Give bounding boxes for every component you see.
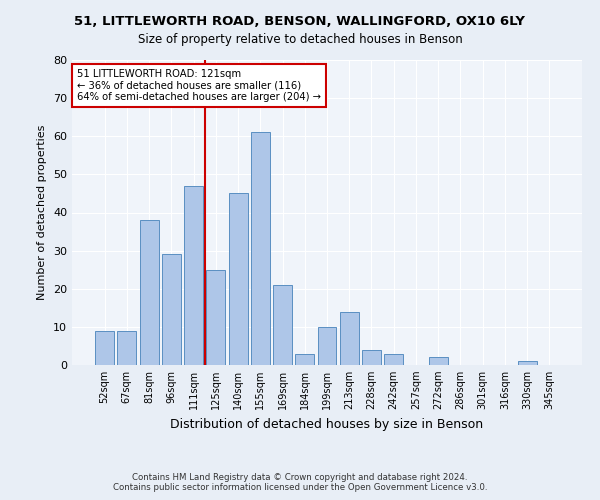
Bar <box>295 354 314 365</box>
Bar <box>184 186 203 365</box>
Bar <box>118 330 136 365</box>
Text: Size of property relative to detached houses in Benson: Size of property relative to detached ho… <box>137 32 463 46</box>
Text: Contains HM Land Registry data © Crown copyright and database right 2024.
Contai: Contains HM Land Registry data © Crown c… <box>113 473 487 492</box>
Bar <box>229 194 248 365</box>
Bar <box>140 220 158 365</box>
Bar <box>317 327 337 365</box>
Bar <box>206 270 225 365</box>
Bar <box>95 330 114 365</box>
Bar <box>429 358 448 365</box>
Y-axis label: Number of detached properties: Number of detached properties <box>37 125 47 300</box>
Bar <box>362 350 381 365</box>
Text: 51 LITTLEWORTH ROAD: 121sqm
← 36% of detached houses are smaller (116)
64% of se: 51 LITTLEWORTH ROAD: 121sqm ← 36% of det… <box>77 69 321 102</box>
Bar <box>518 361 536 365</box>
Bar <box>273 285 292 365</box>
X-axis label: Distribution of detached houses by size in Benson: Distribution of detached houses by size … <box>170 418 484 430</box>
Bar <box>251 132 270 365</box>
Bar <box>340 312 359 365</box>
Bar <box>162 254 181 365</box>
Bar <box>384 354 403 365</box>
Text: 51, LITTLEWORTH ROAD, BENSON, WALLINGFORD, OX10 6LY: 51, LITTLEWORTH ROAD, BENSON, WALLINGFOR… <box>74 15 526 28</box>
